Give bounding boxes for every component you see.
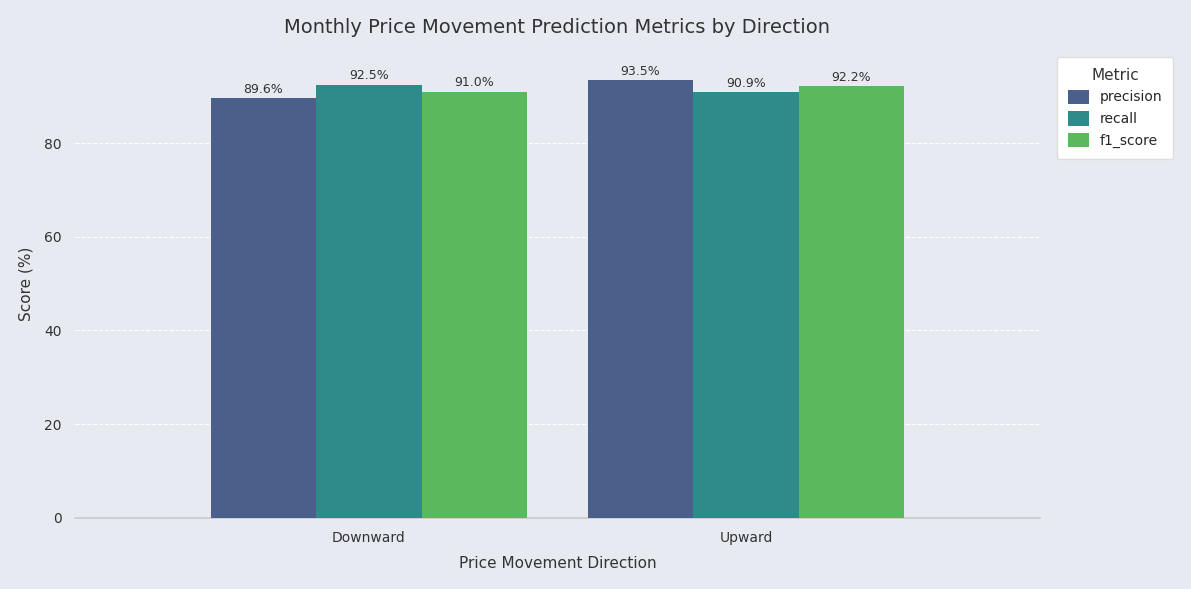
Bar — [211, 98, 316, 518]
Text: 90.9%: 90.9% — [727, 77, 766, 90]
Text: 89.6%: 89.6% — [243, 83, 283, 96]
Text: 92.5%: 92.5% — [349, 70, 388, 82]
Bar — [587, 80, 693, 518]
Title: Monthly Price Movement Prediction Metrics by Direction: Monthly Price Movement Prediction Metric… — [285, 18, 830, 37]
Text: 92.2%: 92.2% — [831, 71, 872, 84]
Text: 93.5%: 93.5% — [621, 65, 660, 78]
Bar — [799, 86, 904, 518]
Y-axis label: Score (%): Score (%) — [18, 246, 33, 321]
Bar — [693, 92, 799, 518]
X-axis label: Price Movement Direction: Price Movement Direction — [459, 556, 656, 571]
Bar — [422, 92, 528, 518]
Text: 91.0%: 91.0% — [455, 77, 494, 90]
Bar — [316, 85, 422, 518]
Legend: precision, recall, f1_score: precision, recall, f1_score — [1056, 57, 1173, 159]
